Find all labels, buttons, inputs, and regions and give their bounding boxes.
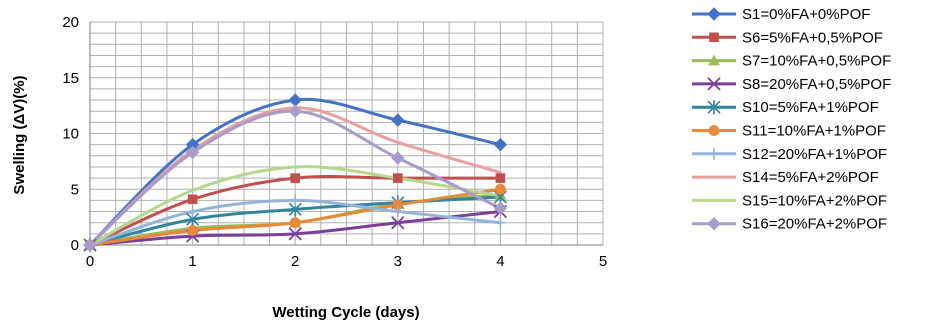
x-axis-title: Wetting Cycle (days) [272,304,419,321]
x-tick-label: 5 [599,253,607,270]
legend-label: S15=10%FA+2%POF [742,192,887,209]
legend-swatch-marker [708,54,720,66]
data-point-marker [289,217,301,229]
legend-label: S16=20%FA+2%POF [742,216,887,233]
data-point-marker [290,173,300,183]
legend-swatch-marker [707,7,721,21]
legend-label: S10=5%FA+1%POF [742,99,879,116]
legend-label: S6=5%FA+0,5%POF [742,29,883,46]
marker-stroke [288,227,302,241]
legend-entry: S1=0%FA+0%POF [692,6,870,23]
legend-entry: S15=10%FA+2%POF [692,192,887,209]
legend-swatch-marker [708,147,720,160]
y-tick-label: 20 [62,14,79,31]
x-tick-label: 0 [86,253,94,270]
legend-entry: S6=5%FA+0,5%POF [692,29,883,46]
data-point-marker [493,137,508,152]
legend-entry: S16=20%FA+2%POF [692,216,887,233]
data-point-marker [495,183,506,195]
y-tick-label: 0 [71,237,79,254]
marker-stroke [707,77,721,91]
x-tick-label: 3 [394,253,402,270]
data-point-marker [288,104,302,118]
data-point-marker [288,227,302,241]
data-point-marker [391,216,405,230]
data-point-marker [289,194,302,207]
data-point-marker [494,216,507,229]
axes [89,22,603,246]
data-point-marker [288,93,302,107]
legend-swatch-marker [709,32,719,43]
tick-labels: 0 1 2 3 4 5 0 5 10 15 20 [62,14,607,270]
legend: S1=0%FA+0%POF S6=5%FA+0,5%POF S7=10%FA+0,5… [692,6,891,233]
legend-entry: S12=20%FA+1%POF [692,146,887,163]
y-axis-title: Swelling (ΔV)(%) [11,75,28,194]
series-markers [83,93,508,253]
data-point-marker [187,194,198,205]
legend-swatch-marker [707,77,721,91]
y-tick-label: 5 [71,181,79,198]
series-line [88,165,502,247]
legend-label: S1=0%FA+0%POF [742,6,870,23]
data-point-marker [493,201,508,215]
legend-entry: S8=20%FA+0,5%POF [692,76,891,93]
y-tick-label: 10 [62,126,79,143]
legend-label: S14=5%FA+2%POF [742,169,879,186]
legend-entry: S10=5%FA+1%POF [692,99,879,116]
legend-label: S12=20%FA+1%POF [742,146,887,163]
legend-label: S7=10%FA+0,5%POF [742,53,891,70]
data-point-marker [495,173,506,183]
data-point-marker [187,225,199,236]
x-tick-label: 4 [496,253,504,270]
legend-label: S11=10%FA+1%POF [742,123,886,140]
legend-swatch-marker [707,100,721,115]
legend-entry: S7=10%FA+0,5%POF [692,53,891,70]
data-point-marker [391,205,404,218]
legend-swatch-marker [708,125,720,136]
data-point-marker [393,173,403,183]
x-tick-label: 2 [291,253,299,270]
legend-swatch-marker [707,216,721,231]
data-point-marker [186,205,199,218]
data-point-marker [392,199,404,211]
data-point-marker [185,145,200,160]
x-tick-label: 1 [188,253,196,270]
legend-entry: S14=5%FA+2%POF [692,169,879,186]
y-tick-label: 15 [62,70,79,87]
legend-label: S8=20%FA+0,5%POF [742,76,891,93]
data-point-marker [391,151,405,165]
data-point-marker [391,113,405,127]
data-point-marker [83,238,97,252]
legend-entry: S11=10%FA+1%POF [692,123,886,140]
marker-stroke [391,216,405,230]
grid-lines [89,21,604,246]
